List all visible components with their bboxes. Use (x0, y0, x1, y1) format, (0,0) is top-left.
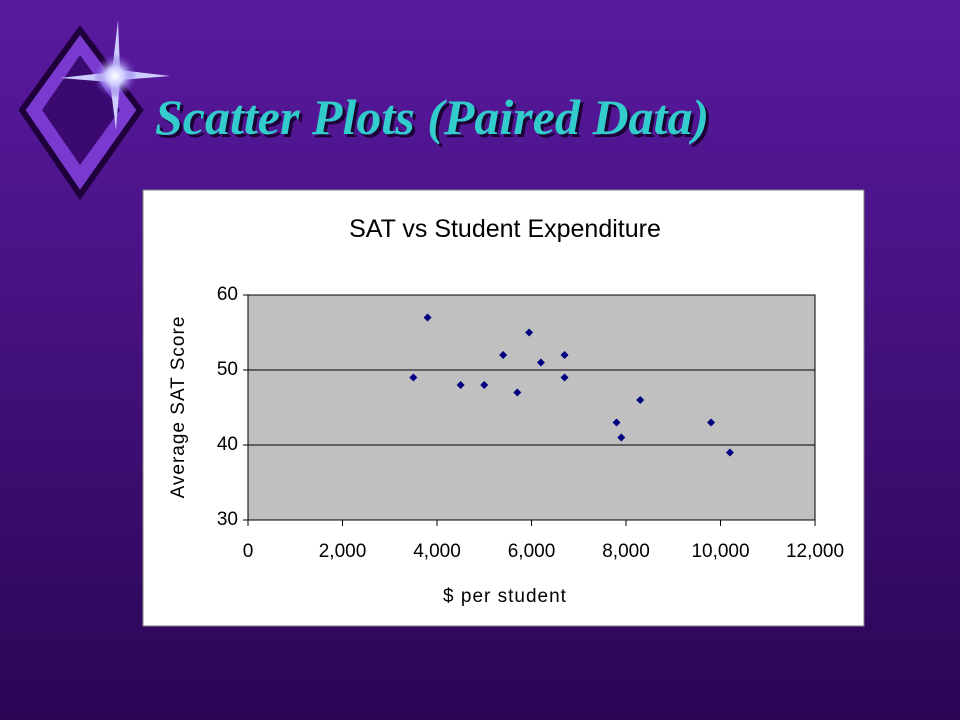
x-tick-label: 6,000 (508, 541, 556, 562)
slide-title: Scatter Plots (Paired Data) (155, 89, 709, 145)
x-tick-label: 2,000 (319, 541, 367, 562)
point (536, 358, 545, 367)
point (423, 313, 432, 322)
point (456, 381, 465, 389)
logo (18, 20, 170, 201)
x-tick-label: 8,000 (602, 541, 650, 562)
y-tick-label: 60 (217, 284, 238, 305)
y-axis-label: Average SAT Score (168, 316, 189, 499)
y-tick-label: 50 (217, 359, 238, 380)
point (513, 388, 522, 397)
point (409, 373, 418, 382)
point (725, 448, 734, 457)
point (560, 351, 569, 359)
point (617, 433, 626, 442)
point (636, 396, 645, 404)
point (480, 381, 489, 389)
point (499, 351, 508, 359)
x-tick-label: 4,000 (413, 541, 461, 562)
chart-title: SAT vs Student Expenditure (349, 215, 661, 243)
x-tick-label: 12,000 (786, 541, 844, 562)
x-tick-label: 10,000 (691, 541, 749, 562)
point (612, 418, 621, 427)
point (560, 373, 569, 382)
y-tick-label: 40 (217, 434, 238, 455)
plot-area (247, 294, 816, 521)
point (525, 328, 534, 337)
y-tick-label: 30 (217, 509, 238, 530)
point (707, 418, 716, 427)
x-tick-label: 0 (243, 541, 254, 562)
x-axis-label: $ per student (443, 586, 567, 607)
slide-title-shadow: Scatter Plots (Paired Data) (158, 92, 712, 148)
